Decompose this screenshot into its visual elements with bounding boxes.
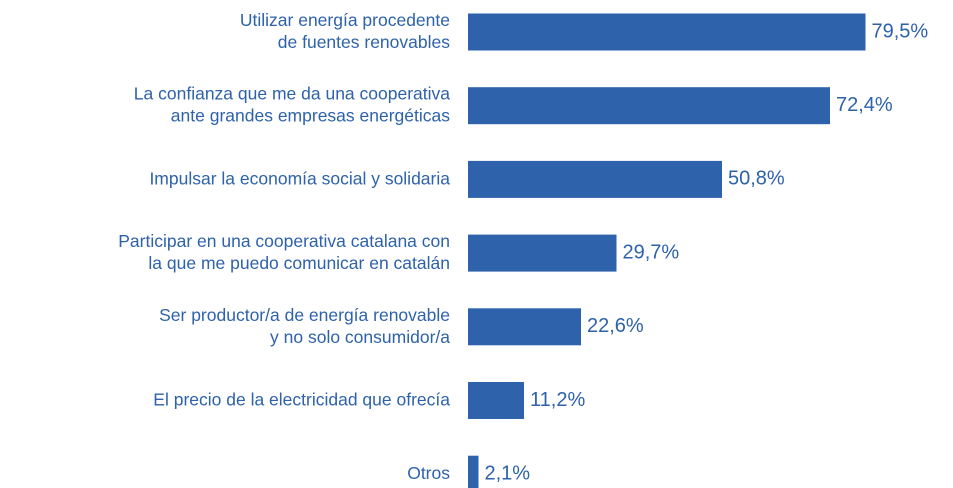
value-label: 79,5% [872,20,929,42]
value-label: 2,1% [485,462,531,484]
category-label: La confianza que me da una cooperativa an… [134,83,450,125]
bar [468,13,866,51]
bar [468,234,617,272]
value-label: 72,4% [836,94,893,116]
bar [468,87,830,125]
value-label: 11,2% [530,389,585,411]
value-label: 22,6% [587,315,644,337]
category-label: Otros [407,463,450,483]
value-label: 50,8% [728,168,785,190]
bar [468,382,524,419]
category-label: Ser productor/a de energía renovable y no… [159,304,450,346]
category-label: Utilizar energía procedente de fuentes re… [240,10,450,52]
category-label: Impulsar la economía social y solidaria [149,168,450,188]
category-label: Participar en una cooperativa catalana c… [118,231,450,273]
value-label: 29,7% [623,241,680,263]
category-label: El precio de la electricidad que ofrecía [153,389,450,409]
bar [468,455,479,488]
bar [468,160,722,198]
bar [468,308,581,346]
